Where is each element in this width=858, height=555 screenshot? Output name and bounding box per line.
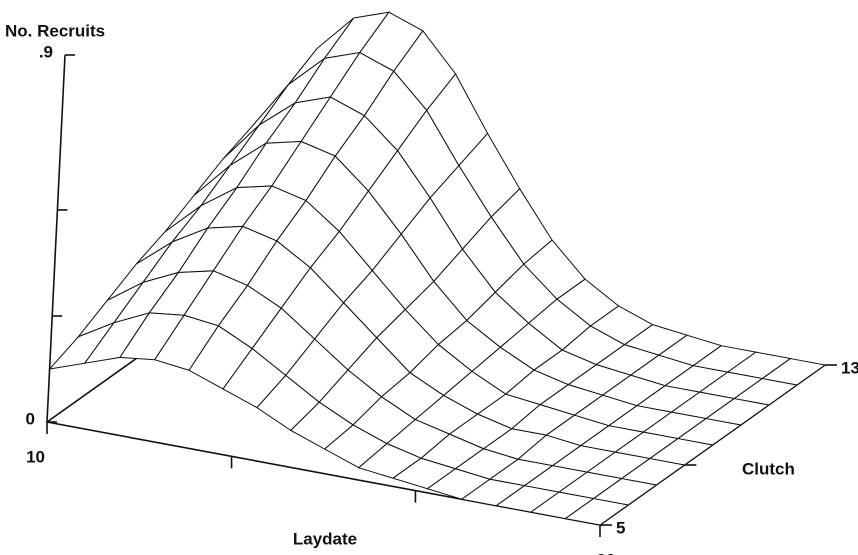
y-axis-label: Clutch — [742, 459, 795, 478]
surface-patch — [564, 498, 630, 526]
x-tick-label: 90 — [597, 550, 616, 555]
x-tick-label: 10 — [26, 447, 45, 466]
y-tick-label: 5 — [616, 518, 625, 537]
y-tick-label: 13 — [841, 358, 858, 377]
x-axis-label: Laydate — [293, 529, 357, 548]
z-axis-label: No. Recruits — [5, 21, 105, 40]
z-tick-label: .9 — [39, 42, 53, 61]
z-axis — [46, 54, 66, 423]
z-tick-label: 0 — [26, 409, 35, 428]
